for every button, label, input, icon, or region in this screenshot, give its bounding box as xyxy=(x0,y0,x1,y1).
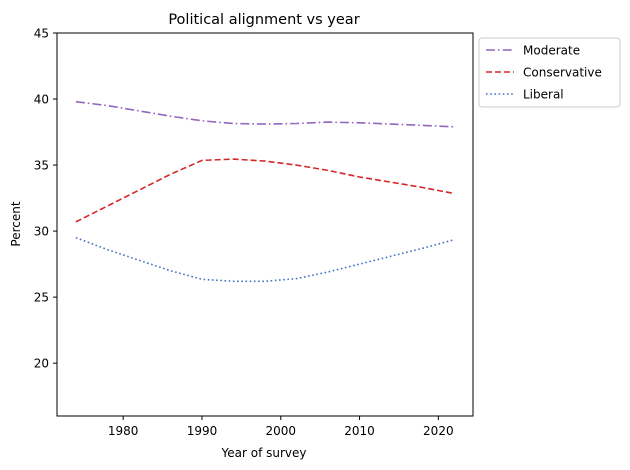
x-axis-label: Year of survey xyxy=(221,446,307,460)
legend-box xyxy=(478,37,621,108)
y-tick-label: 35 xyxy=(34,159,49,173)
y-tick-label: 45 xyxy=(34,27,49,41)
y-tick-label: 30 xyxy=(34,225,49,239)
legend-label-conservative: Conservative xyxy=(523,66,602,80)
x-tick-label: 1990 xyxy=(187,424,218,438)
x-axis: 1980 1990 2000 2010 2020 xyxy=(108,416,454,438)
x-tick-label: 2010 xyxy=(344,424,375,438)
y-axis-label: Percent xyxy=(9,201,23,246)
series-line-conservative xyxy=(75,158,455,223)
plot-area xyxy=(56,32,474,417)
x-tick-label: 2000 xyxy=(265,424,296,438)
y-tick-label: 25 xyxy=(34,291,49,305)
series-line-moderate xyxy=(75,100,455,128)
series-line-liberal xyxy=(75,236,455,283)
legend: Moderate Conservative Liberal xyxy=(478,37,621,108)
x-tick-label: 2020 xyxy=(423,424,454,438)
series-layer xyxy=(75,100,455,283)
y-tick-label: 40 xyxy=(34,93,49,107)
legend-label-moderate: Moderate xyxy=(523,44,580,58)
chart-title: Political alignment vs year xyxy=(168,12,359,28)
x-tick-label: 1980 xyxy=(108,424,139,438)
legend-label-liberal: Liberal xyxy=(523,88,564,102)
legend-items: Moderate Conservative Liberal xyxy=(486,44,602,102)
y-tick-label: 20 xyxy=(34,357,49,371)
y-axis: 20 25 30 35 40 45 xyxy=(34,27,57,371)
